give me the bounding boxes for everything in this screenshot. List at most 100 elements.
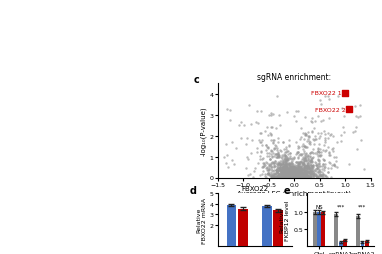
Point [312, 167, 318, 171]
Point [276, 162, 282, 166]
Point [244, 157, 251, 161]
Bar [313, 212, 317, 246]
Point [289, 174, 295, 178]
Point [296, 175, 302, 179]
Point [277, 165, 283, 169]
Point [310, 171, 316, 176]
Point [286, 175, 292, 179]
Point [287, 176, 293, 180]
Point [302, 170, 308, 174]
Point [299, 173, 305, 178]
Point [296, 167, 302, 171]
Point [316, 162, 322, 166]
Point [298, 170, 304, 174]
Point [282, 173, 288, 177]
Point [326, 154, 332, 158]
Point [296, 152, 303, 156]
Point [306, 166, 312, 170]
Text: c: c [193, 74, 199, 84]
Point [288, 160, 294, 164]
Point [294, 166, 300, 170]
Point [315, 149, 321, 153]
Point [303, 154, 309, 158]
Point [311, 170, 317, 174]
Point [301, 163, 308, 167]
Point [310, 165, 316, 169]
Point [282, 168, 288, 172]
Point [320, 172, 327, 177]
Point [304, 173, 310, 178]
Point [280, 174, 286, 178]
Point [264, 166, 270, 170]
Point [286, 175, 292, 179]
Point [284, 173, 290, 177]
Point [299, 168, 305, 172]
Point [327, 162, 333, 166]
Point [269, 150, 275, 154]
Point [292, 173, 298, 177]
Point [303, 167, 309, 171]
Point [322, 163, 328, 167]
Point [252, 167, 258, 171]
Point [277, 167, 283, 171]
Point [276, 163, 282, 167]
Point [288, 175, 294, 179]
Point [275, 163, 281, 167]
Point [284, 172, 290, 176]
Point [269, 175, 275, 179]
Point [308, 169, 314, 173]
Point [320, 162, 326, 166]
Point [290, 175, 296, 179]
Point [289, 168, 295, 172]
Point [309, 156, 315, 160]
Point [290, 157, 296, 161]
Point [299, 174, 305, 179]
Point [280, 173, 286, 177]
Point [293, 174, 299, 178]
Point [294, 173, 300, 177]
Point [305, 174, 311, 178]
Point [307, 171, 313, 176]
Point [286, 166, 292, 170]
Point [301, 165, 308, 169]
Point [286, 176, 293, 180]
Point [293, 174, 299, 178]
Point [295, 173, 301, 177]
Point [266, 167, 272, 171]
Point [305, 168, 311, 172]
Point [325, 94, 331, 98]
Point [287, 174, 293, 179]
Point [283, 172, 290, 177]
Point [295, 171, 301, 175]
Point [277, 163, 283, 167]
Point [295, 150, 301, 154]
Point [268, 133, 274, 137]
Point [288, 166, 294, 170]
Point [272, 164, 278, 168]
Point [308, 164, 314, 168]
Point [305, 153, 311, 157]
Point [293, 165, 299, 169]
Point [293, 160, 299, 164]
Point [285, 176, 291, 180]
Point [301, 170, 307, 174]
Point [283, 165, 290, 169]
Point [299, 161, 305, 165]
Point [287, 175, 293, 179]
Point [269, 174, 275, 179]
Point [302, 170, 308, 174]
Point [301, 149, 307, 153]
Point [316, 173, 322, 177]
Point [288, 176, 295, 180]
Point [264, 125, 270, 130]
Point [323, 174, 329, 178]
Point [268, 163, 274, 167]
Point [277, 169, 283, 173]
Point [280, 140, 286, 144]
Point [300, 169, 306, 173]
Point [294, 173, 300, 177]
Point [289, 165, 295, 169]
Point [290, 170, 296, 174]
Point [297, 175, 303, 179]
Point [278, 171, 284, 176]
